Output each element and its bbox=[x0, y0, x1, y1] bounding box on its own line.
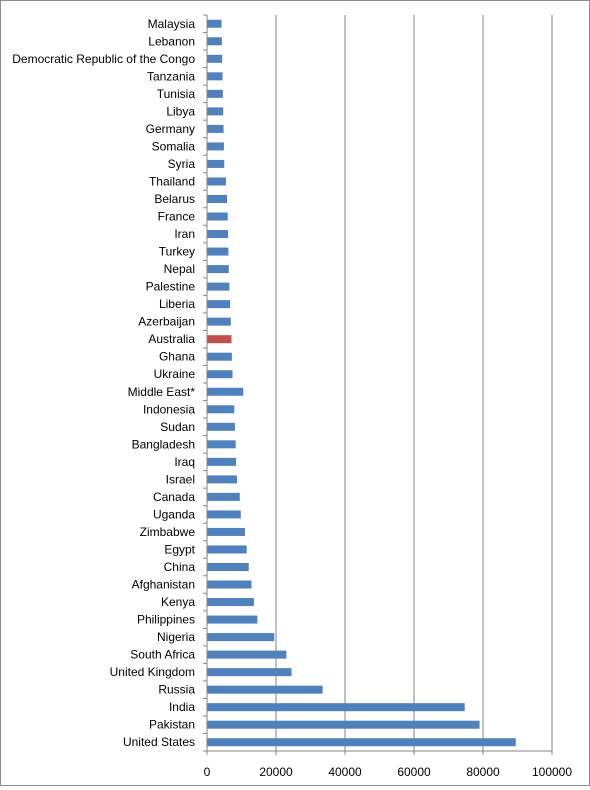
category-label: South Africa bbox=[130, 648, 195, 662]
bar bbox=[207, 387, 244, 396]
bar bbox=[207, 510, 241, 519]
category-label: United Kingdom bbox=[110, 665, 195, 679]
bar bbox=[207, 370, 233, 379]
category-label: Thailand bbox=[149, 174, 195, 188]
bars bbox=[207, 19, 516, 747]
category-label: Afghanistan bbox=[132, 578, 195, 592]
category-label: Middle East* bbox=[128, 385, 196, 399]
category-label: Azerbaijan bbox=[138, 315, 195, 329]
category-label: Uganda bbox=[153, 507, 195, 521]
category-label: Australia bbox=[148, 332, 195, 346]
category-label: Democratic Republic of the Congo bbox=[12, 52, 195, 66]
bar bbox=[207, 720, 480, 729]
category-label: Turkey bbox=[159, 245, 195, 259]
category-label: Germany bbox=[146, 122, 195, 136]
bar bbox=[207, 633, 275, 642]
x-tick-label: 100000 bbox=[532, 765, 572, 779]
x-tick-label: 40000 bbox=[328, 765, 362, 779]
category-label: Indonesia bbox=[143, 402, 195, 416]
bar bbox=[207, 317, 231, 326]
category-label: Sudan bbox=[160, 420, 195, 434]
category-label: Ghana bbox=[159, 350, 195, 364]
category-label: Tanzania bbox=[147, 69, 195, 83]
category-label: Pakistan bbox=[149, 718, 195, 732]
category-label: Philippines bbox=[137, 613, 195, 627]
x-tick-label: 80000 bbox=[466, 765, 500, 779]
bar bbox=[207, 527, 245, 536]
bar bbox=[207, 72, 223, 81]
bar bbox=[207, 89, 223, 98]
category-label: Bangladesh bbox=[132, 437, 195, 451]
bar bbox=[207, 107, 224, 116]
category-label: Syria bbox=[168, 157, 196, 171]
bar bbox=[207, 457, 236, 466]
category-label: Iran bbox=[174, 227, 195, 241]
bar bbox=[207, 668, 292, 677]
category-label: Tunisia bbox=[157, 87, 196, 101]
bar bbox=[207, 440, 236, 449]
bar bbox=[207, 598, 254, 607]
bar bbox=[207, 212, 228, 221]
bar bbox=[207, 230, 229, 239]
category-label: United States bbox=[123, 735, 195, 749]
axes bbox=[206, 15, 552, 752]
category-label: Canada bbox=[153, 490, 195, 504]
bar bbox=[207, 352, 232, 361]
bar bbox=[207, 650, 287, 659]
x-tick-labels: 0 20000 40000 60000 80000 100000 bbox=[204, 765, 573, 779]
bar bbox=[207, 738, 516, 747]
category-label: Iraq bbox=[174, 455, 195, 469]
category-label: Somalia bbox=[152, 139, 196, 153]
gridlines bbox=[203, 14, 553, 755]
category-label: Belarus bbox=[154, 192, 195, 206]
bar bbox=[207, 19, 222, 28]
x-tick-label: 60000 bbox=[397, 765, 431, 779]
category-label: Israel bbox=[166, 472, 195, 486]
bar bbox=[207, 580, 252, 589]
bar bbox=[207, 37, 222, 46]
bar bbox=[207, 265, 229, 274]
category-label: Zimbabwe bbox=[140, 525, 196, 539]
bar bbox=[207, 282, 230, 291]
category-label: Palestine bbox=[146, 280, 196, 294]
category-label: Egypt bbox=[164, 542, 195, 556]
bar bbox=[207, 247, 229, 256]
bar bbox=[207, 335, 232, 344]
bar bbox=[207, 142, 224, 151]
category-label: Nepal bbox=[164, 262, 195, 276]
bar bbox=[207, 54, 223, 63]
category-label: Liberia bbox=[159, 297, 195, 311]
category-labels: Malaysia Lebanon Democratic Republic of th… bbox=[12, 17, 195, 749]
category-label: Malaysia bbox=[148, 17, 196, 31]
bar bbox=[207, 159, 225, 168]
bar bbox=[207, 615, 258, 624]
category-label: Lebanon bbox=[148, 34, 195, 48]
bar bbox=[207, 492, 240, 501]
bar bbox=[207, 685, 323, 694]
category-label: Libya bbox=[166, 104, 195, 118]
bar bbox=[207, 177, 226, 186]
category-label: Ukraine bbox=[154, 367, 196, 381]
bar bbox=[207, 703, 465, 712]
bar bbox=[207, 124, 224, 133]
bar bbox=[207, 545, 247, 554]
category-label: China bbox=[164, 560, 196, 574]
x-tick-label: 20000 bbox=[259, 765, 293, 779]
category-label: India bbox=[169, 700, 195, 714]
bar bbox=[207, 195, 228, 203]
category-label: France bbox=[158, 210, 196, 224]
bar bbox=[207, 475, 238, 484]
bar bbox=[207, 563, 249, 571]
bar bbox=[207, 300, 231, 309]
bar bbox=[207, 405, 235, 414]
x-tick-label: 0 bbox=[204, 765, 211, 779]
category-label: Kenya bbox=[161, 595, 195, 609]
bar bbox=[207, 422, 235, 431]
category-label: Nigeria bbox=[157, 630, 195, 644]
category-label: Russia bbox=[158, 683, 195, 697]
